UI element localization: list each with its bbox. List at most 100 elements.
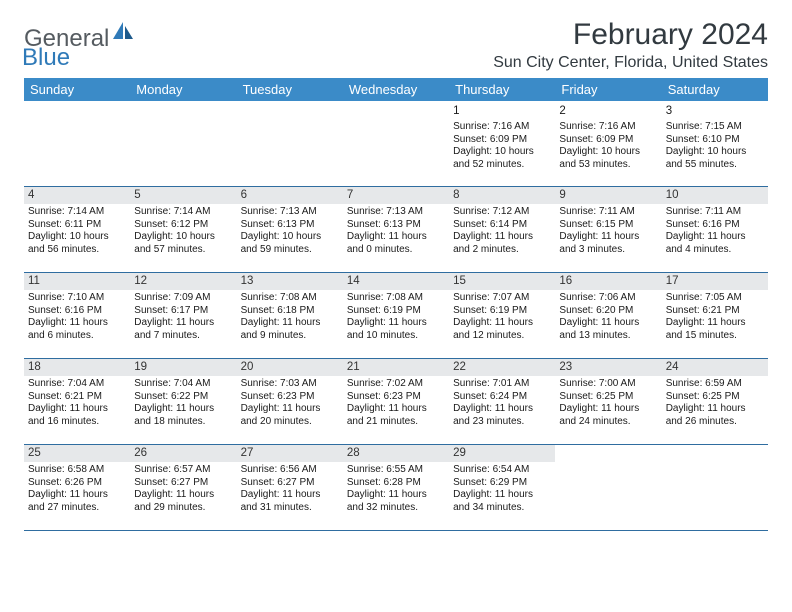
day-header-row: SundayMondayTuesdayWednesdayThursdayFrid… [24,78,768,101]
daylight-text: Daylight: 11 hours and 10 minutes. [347,317,445,343]
day-details: Sunrise: 7:02 AMSunset: 6:23 PMDaylight:… [347,378,445,429]
daylight-text: Daylight: 11 hours and 6 minutes. [28,317,126,343]
day-details: Sunrise: 7:00 AMSunset: 6:25 PMDaylight:… [559,378,657,429]
week-row: 18 Sunrise: 7:04 AMSunset: 6:21 PMDayligh… [24,359,768,445]
daylight-text: Daylight: 10 hours and 59 minutes. [241,231,339,257]
daylight-text: Daylight: 10 hours and 56 minutes. [28,231,126,257]
sunrise-text: Sunrise: 7:14 AM [134,206,232,219]
sunrise-text: Sunrise: 7:03 AM [241,378,339,391]
sunset-text: Sunset: 6:15 PM [559,219,657,232]
sunrise-text: Sunrise: 6:58 AM [28,464,126,477]
day-details: Sunrise: 7:16 AMSunset: 6:09 PMDaylight:… [559,121,657,172]
day-details: Sunrise: 6:58 AMSunset: 6:26 PMDaylight:… [28,464,126,515]
day-number: 9 [555,187,661,204]
daylight-text: Daylight: 11 hours and 26 minutes. [666,403,764,429]
day-cell: 12 Sunrise: 7:09 AMSunset: 6:17 PMDayligh… [130,273,236,358]
daylight-text: Daylight: 11 hours and 15 minutes. [666,317,764,343]
daylight-text: Daylight: 11 hours and 29 minutes. [134,489,232,515]
day-number: 7 [343,187,449,204]
day-number: 12 [130,273,236,290]
day-number: 29 [449,445,555,462]
day-number: 3 [666,104,764,119]
day-cell: 23 Sunrise: 7:00 AMSunset: 6:25 PMDayligh… [555,359,661,444]
day-cell: 20Sunrise: 7:03 AMSunset: 6:23 PMDayligh… [237,359,343,444]
daylight-text: Daylight: 11 hours and 16 minutes. [28,403,126,429]
day-cell: 11Sunrise: 7:10 AMSunset: 6:16 PMDayligh… [24,273,130,358]
day-number: 27 [237,445,343,462]
day-cell: 24Sunrise: 6:59 AMSunset: 6:25 PMDayligh… [662,359,768,444]
day-details: Sunrise: 7:04 AMSunset: 6:21 PMDaylight:… [28,378,126,429]
week-row: 4Sunrise: 7:14 AMSunset: 6:11 PMDaylight… [24,187,768,273]
sunrise-text: Sunrise: 7:00 AM [559,378,657,391]
page-header: General February 2024 Sun City Center, F… [24,18,768,72]
sunrise-text: Sunrise: 7:09 AM [134,292,232,305]
day-cell: 19Sunrise: 7:04 AMSunset: 6:22 PMDayligh… [130,359,236,444]
day-details: Sunrise: 7:06 AMSunset: 6:20 PMDaylight:… [559,292,657,343]
sunset-text: Sunset: 6:21 PM [666,305,764,318]
day-details: Sunrise: 6:56 AMSunset: 6:27 PMDaylight:… [241,464,339,515]
day-details: Sunrise: 6:59 AMSunset: 6:25 PMDaylight:… [666,378,764,429]
week-row: 1Sunrise: 7:16 AMSunset: 6:09 PMDaylight… [24,101,768,187]
day-header: Wednesday [343,78,449,101]
day-cell: 8Sunrise: 7:12 AMSunset: 6:14 PMDaylight… [449,187,555,272]
sunrise-text: Sunrise: 7:15 AM [666,121,764,134]
day-number: 18 [24,359,130,376]
sunrise-text: Sunrise: 7:16 AM [559,121,657,134]
day-number: 23 [555,359,661,376]
day-details: Sunrise: 7:15 AMSunset: 6:10 PMDaylight:… [666,121,764,172]
daylight-text: Daylight: 10 hours and 52 minutes. [453,146,551,172]
day-cell: 9Sunrise: 7:11 AMSunset: 6:15 PMDaylight… [555,187,661,272]
daylight-text: Daylight: 11 hours and 3 minutes. [559,231,657,257]
day-number: 28 [343,445,449,462]
day-cell: 10Sunrise: 7:11 AMSunset: 6:16 PMDayligh… [662,187,768,272]
day-number: 14 [343,273,449,290]
daylight-text: Daylight: 10 hours and 57 minutes. [134,231,232,257]
sunrise-text: Sunrise: 7:16 AM [453,121,551,134]
day-cell: 27 Sunrise: 6:56 AMSunset: 6:27 PMDayligh… [237,445,343,530]
day-cell [662,445,768,530]
daylight-text: Daylight: 11 hours and 13 minutes. [559,317,657,343]
day-details: Sunrise: 6:55 AMSunset: 6:28 PMDaylight:… [347,464,445,515]
day-details: Sunrise: 7:07 AMSunset: 6:19 PMDaylight:… [453,292,551,343]
day-details: Sunrise: 7:16 AMSunset: 6:09 PMDaylight:… [453,121,551,172]
day-cell: 3 Sunrise: 7:15 AMSunset: 6:10 PMDaylight… [662,101,768,186]
daylight-text: Daylight: 11 hours and 7 minutes. [134,317,232,343]
daylight-text: Daylight: 11 hours and 9 minutes. [241,317,339,343]
day-number: 16 [555,273,661,290]
day-number: 25 [24,445,130,462]
weeks-container: 1Sunrise: 7:16 AMSunset: 6:09 PMDaylight… [24,101,768,531]
day-cell: 22Sunrise: 7:01 AMSunset: 6:24 PMDayligh… [449,359,555,444]
sunset-text: Sunset: 6:17 PM [134,305,232,318]
day-number: 11 [24,273,130,290]
sunset-text: Sunset: 6:23 PM [241,391,339,404]
daylight-text: Daylight: 11 hours and 31 minutes. [241,489,339,515]
sunset-text: Sunset: 6:16 PM [28,305,126,318]
sunset-text: Sunset: 6:14 PM [453,219,551,232]
day-number: 8 [449,187,555,204]
day-details: Sunrise: 7:08 AMSunset: 6:18 PMDaylight:… [241,292,339,343]
day-number: 26 [130,445,236,462]
sunset-text: Sunset: 6:25 PM [559,391,657,404]
sunrise-text: Sunrise: 7:05 AM [666,292,764,305]
day-number: 21 [343,359,449,376]
day-details: Sunrise: 7:14 AMSunset: 6:12 PMDaylight:… [134,206,232,257]
sunset-text: Sunset: 6:09 PM [559,134,657,147]
day-details: Sunrise: 7:01 AMSunset: 6:24 PMDaylight:… [453,378,551,429]
day-cell: 15Sunrise: 7:07 AMSunset: 6:19 PMDayligh… [449,273,555,358]
sunrise-text: Sunrise: 7:06 AM [559,292,657,305]
day-details: Sunrise: 7:09 AMSunset: 6:17 PMDaylight:… [134,292,232,343]
day-header: Friday [555,78,661,101]
day-header: Thursday [449,78,555,101]
daylight-text: Daylight: 11 hours and 27 minutes. [28,489,126,515]
sunrise-text: Sunrise: 7:01 AM [453,378,551,391]
sunset-text: Sunset: 6:09 PM [453,134,551,147]
day-number: 17 [662,273,768,290]
day-number: 10 [662,187,768,204]
day-cell: 1Sunrise: 7:16 AMSunset: 6:09 PMDaylight… [449,101,555,186]
logo-sail-icon [113,22,135,45]
day-cell [343,101,449,186]
sunset-text: Sunset: 6:13 PM [241,219,339,232]
day-header: Sunday [24,78,130,101]
sunrise-text: Sunrise: 7:12 AM [453,206,551,219]
sunset-text: Sunset: 6:22 PM [134,391,232,404]
